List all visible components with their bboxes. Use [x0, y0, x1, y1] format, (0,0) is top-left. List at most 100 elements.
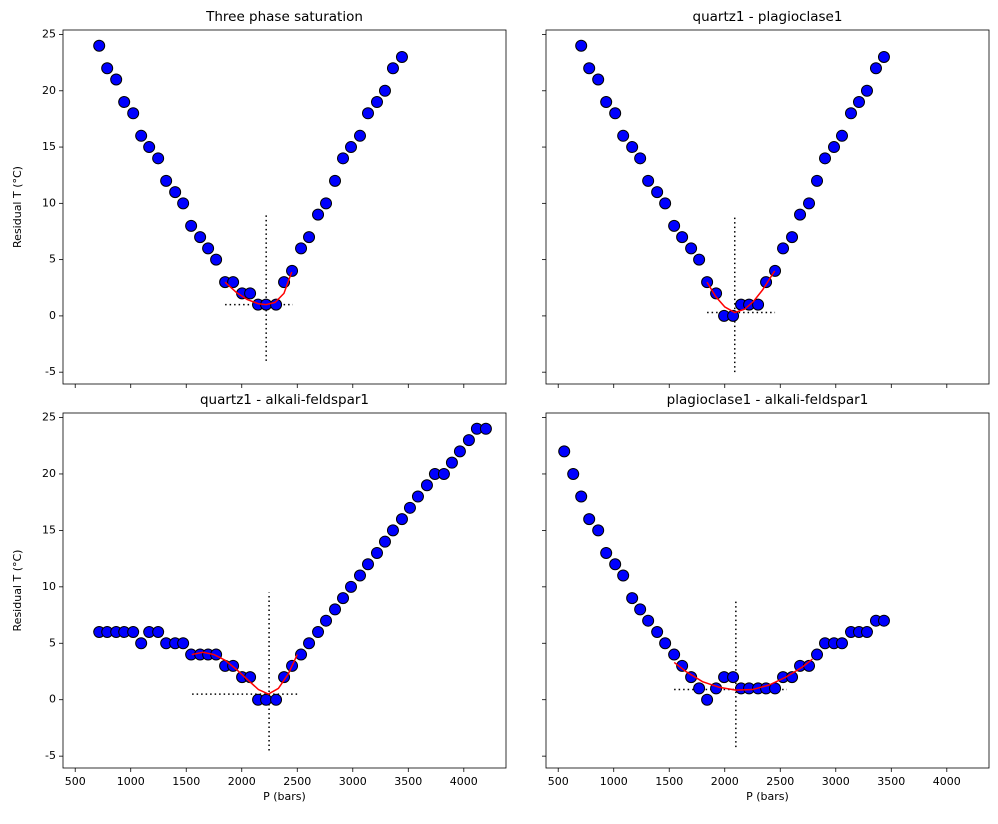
plot-area	[575, 39, 890, 373]
data-point	[803, 197, 816, 210]
data-point	[270, 298, 283, 311]
data-point	[659, 197, 672, 210]
data-point	[852, 96, 865, 109]
data-point	[260, 693, 273, 706]
y-tick-label: 0	[49, 309, 56, 322]
data-point	[370, 546, 383, 559]
subplot: 500 1000 1500 2000 2500 3000 3500 4000 -5 0 5 10 15 2…	[11, 392, 507, 803]
data-point	[337, 152, 350, 165]
data-point	[312, 208, 325, 221]
subplot-title: quartz1 - alkali-feldspar1	[200, 392, 369, 408]
data-point	[270, 693, 283, 706]
x-tick-label: 1500	[172, 775, 200, 788]
plot-area	[93, 39, 408, 361]
data-point	[278, 671, 291, 684]
data-point	[411, 490, 424, 503]
data-point	[685, 242, 698, 255]
data-point	[651, 625, 664, 638]
data-point	[583, 513, 596, 526]
data-point	[462, 434, 475, 447]
data-point	[160, 174, 173, 187]
x-axis-label: P (bars)	[746, 790, 789, 803]
data-point	[329, 603, 342, 616]
data-point	[202, 242, 215, 255]
data-point	[445, 456, 458, 469]
x-tick-label: 1500	[655, 775, 683, 788]
data-point	[600, 546, 613, 559]
data-point	[811, 648, 824, 661]
data-point	[135, 637, 148, 650]
data-point	[693, 682, 706, 695]
y-axis-label: Residual T (°C)	[11, 550, 24, 632]
y-tick-label: 20	[42, 467, 56, 480]
x-tick-label: 2500	[766, 775, 794, 788]
subplot-title: quartz1 - plagioclase1	[693, 9, 843, 25]
data-point	[353, 129, 366, 142]
data-point	[403, 501, 416, 514]
data-point	[329, 174, 342, 187]
data-point	[869, 62, 882, 75]
data-point	[453, 445, 466, 458]
subplot-title: Three phase saturation	[205, 9, 363, 25]
data-point	[395, 513, 408, 526]
data-point	[860, 625, 873, 638]
data-point	[152, 625, 165, 638]
plot-area	[93, 422, 492, 751]
fit-curve	[191, 651, 298, 695]
y-tick-label: 5	[49, 253, 56, 266]
data-point	[152, 152, 165, 165]
data-point	[101, 62, 114, 75]
data-point	[651, 186, 664, 199]
data-point	[210, 253, 223, 266]
data-point	[143, 141, 156, 154]
data-point	[286, 264, 299, 277]
data-point	[177, 637, 190, 650]
data-point	[668, 648, 681, 661]
x-tick-label: 500	[548, 775, 569, 788]
data-point	[794, 208, 807, 221]
y-tick-label: 0	[49, 693, 56, 706]
y-tick-label: -5	[45, 749, 56, 762]
axes-frame	[62, 412, 507, 769]
data-point	[345, 141, 358, 154]
data-point	[244, 287, 257, 300]
data-point	[437, 467, 450, 480]
x-axis-label: P (bars)	[263, 790, 306, 803]
data-point	[877, 614, 890, 627]
data-point	[303, 637, 316, 650]
data-point	[558, 445, 571, 458]
data-point	[295, 648, 308, 661]
y-tick-label: 10	[42, 196, 56, 209]
plot-area	[558, 445, 890, 748]
data-point	[345, 580, 358, 593]
data-point	[860, 84, 873, 97]
axes-frame	[545, 412, 990, 769]
data-point	[320, 197, 333, 210]
data-point	[378, 84, 391, 97]
data-point	[819, 152, 832, 165]
data-point	[634, 603, 647, 616]
data-point	[835, 637, 848, 650]
y-tick-label: 20	[42, 84, 56, 97]
data-point	[609, 107, 622, 120]
data-point	[110, 73, 123, 86]
data-point	[668, 219, 681, 232]
x-tick-label: 3000	[339, 775, 367, 788]
data-point	[676, 231, 689, 244]
data-point	[295, 242, 308, 255]
data-point	[626, 141, 639, 154]
data-point	[693, 253, 706, 266]
data-point	[769, 264, 782, 277]
data-point	[828, 141, 841, 154]
x-tick-label: 1000	[600, 775, 628, 788]
y-tick-label: 5	[49, 636, 56, 649]
data-point	[353, 569, 366, 582]
data-point	[320, 614, 333, 627]
axes-frame	[62, 29, 507, 385]
axes-frame	[545, 29, 990, 385]
data-point	[752, 298, 765, 311]
data-point	[786, 231, 799, 244]
data-point	[127, 107, 140, 120]
subplot-title: plagioclase1 - alkali-feldspar1	[667, 392, 869, 408]
